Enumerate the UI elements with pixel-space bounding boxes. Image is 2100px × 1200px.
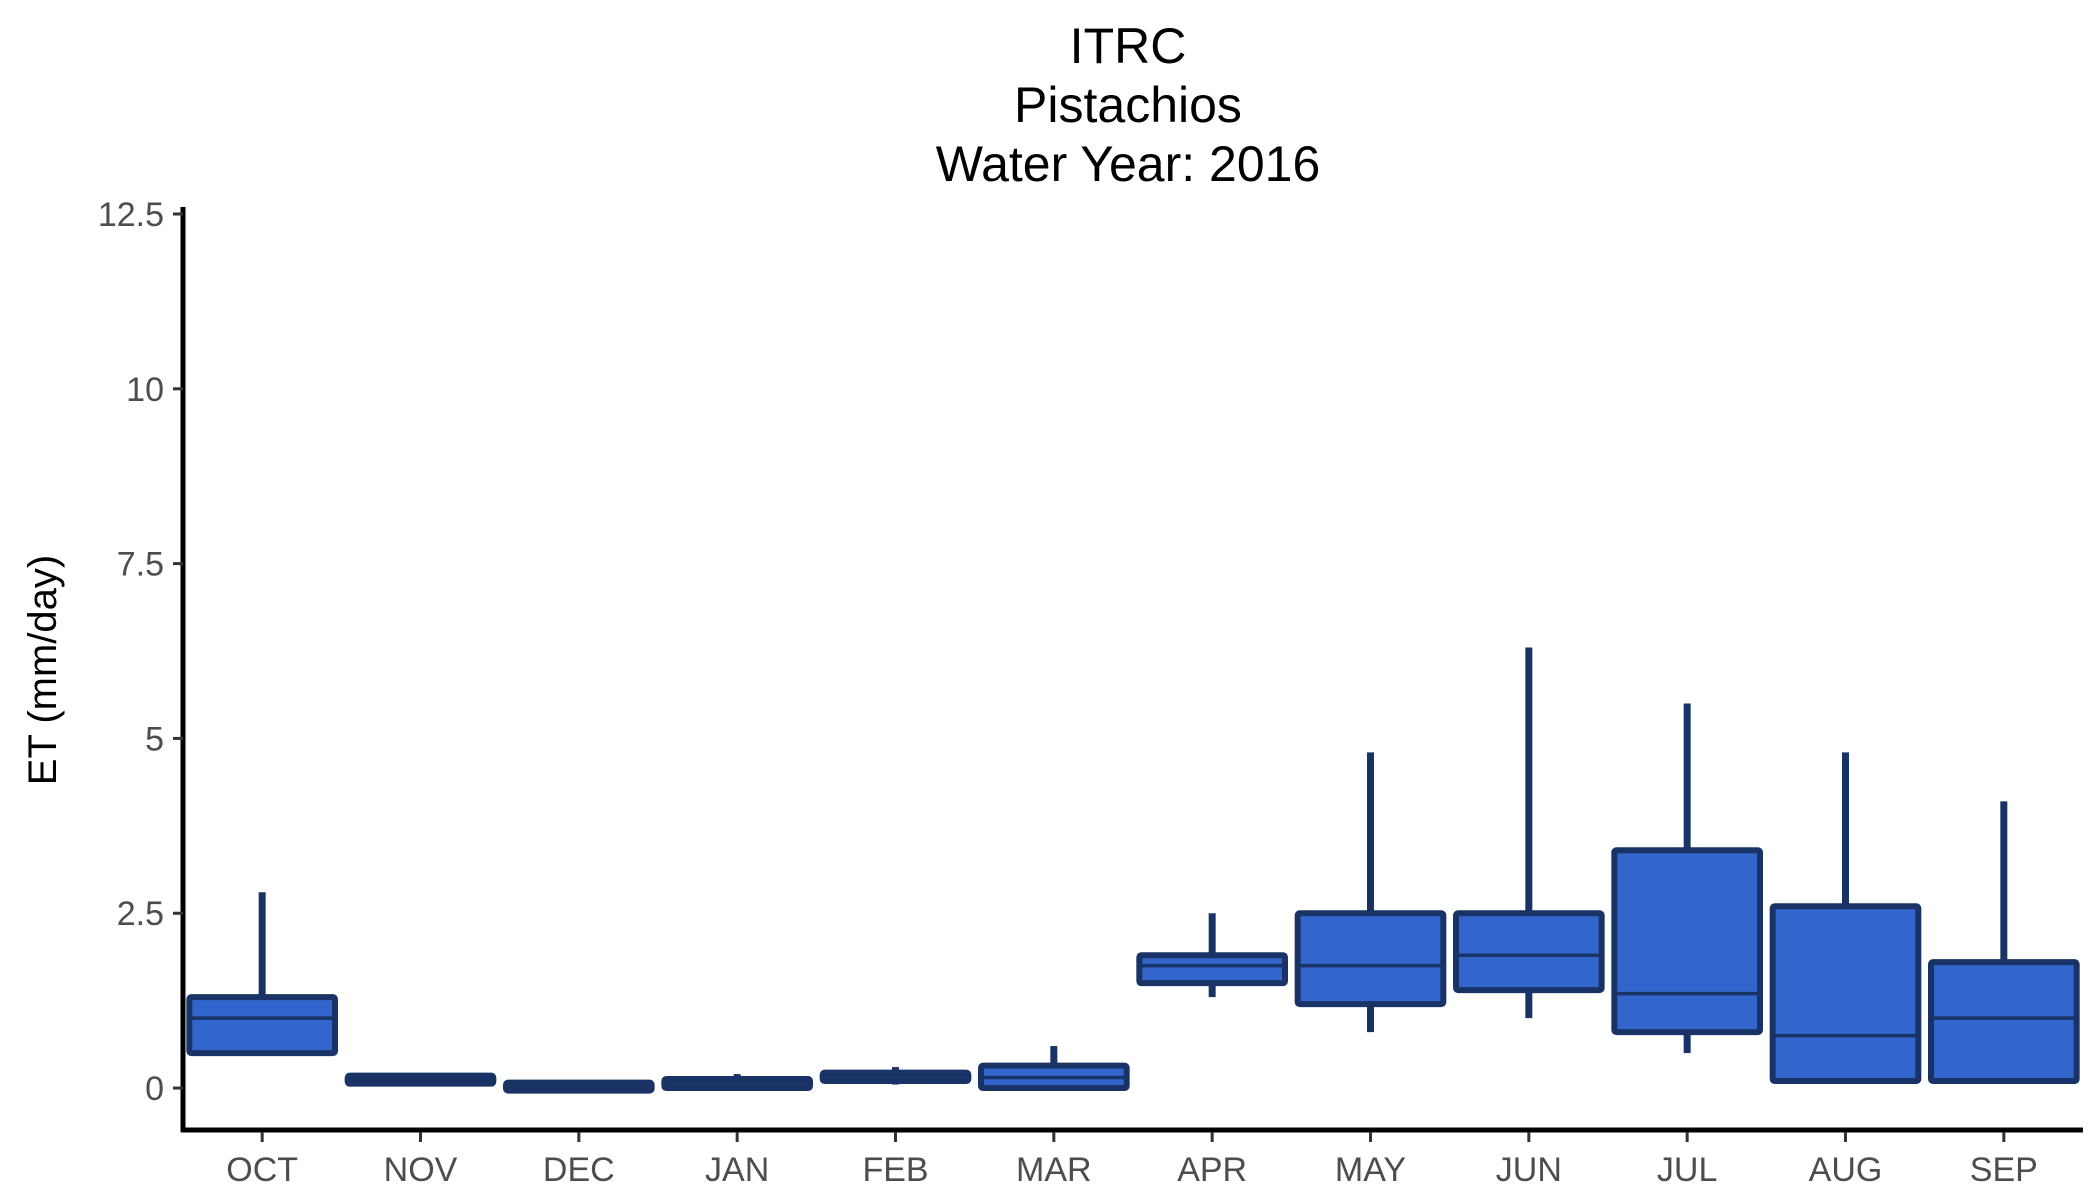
box-iqr [1928, 959, 2080, 1085]
box-dec [503, 1079, 655, 1094]
box-may [1294, 752, 1447, 1033]
box-iqr [1453, 910, 1605, 994]
box-jun [1453, 647, 1605, 1019]
y-axis-title: ET (mm/day) [21, 555, 65, 785]
x-tick-label: APR [1177, 1151, 1247, 1189]
x-tick-label: JUL [1657, 1151, 1717, 1189]
box-iqr [1611, 847, 1764, 1036]
box-apr [1136, 913, 1289, 998]
plot-area [186, 647, 2080, 1094]
box-sep [1928, 801, 2080, 1085]
x-tick-label: FEB [862, 1151, 928, 1189]
chart-title: ITRC Pistachios Water Year: 2016 [936, 18, 1321, 192]
box-iqr [1769, 903, 1922, 1085]
box-oct [186, 892, 338, 1057]
x-tick-label: AUG [1809, 1151, 1883, 1189]
y-axis-ticks: 0 2.5 5 7.5 10 12.5 [98, 196, 183, 1108]
box-feb [819, 1067, 972, 1085]
x-tick-label: MAY [1335, 1151, 1406, 1189]
title-line-3: Water Year: 2016 [936, 136, 1321, 192]
box-iqr [186, 994, 338, 1057]
y-tick-label: 5 [145, 720, 164, 758]
x-tick-label: OCT [226, 1151, 298, 1189]
box-iqr [1136, 952, 1289, 987]
y-tick-label: 0 [145, 1070, 164, 1108]
y-tick-label: 10 [126, 371, 164, 409]
x-axis-ticks: OCT NOV DEC JAN FEB MAR APR MAY JUN JUL AUG SEP [226, 1132, 2038, 1189]
box-aug [1769, 752, 1922, 1085]
x-tick-label: MAR [1016, 1151, 1092, 1189]
box-jul [1611, 703, 1764, 1054]
box-mar [978, 1046, 1130, 1092]
x-tick-label: JUN [1496, 1151, 1562, 1189]
title-line-2: Pistachios [1014, 77, 1242, 133]
box-nov [344, 1072, 497, 1087]
y-tick-label: 7.5 [117, 546, 164, 584]
x-tick-label: JAN [705, 1151, 769, 1189]
box-iqr [1294, 910, 1447, 1008]
y-tick-label: 2.5 [117, 895, 164, 933]
x-tick-label: DEC [543, 1151, 615, 1189]
y-tick-label: 12.5 [98, 196, 164, 234]
title-line-1: ITRC [1070, 18, 1187, 74]
axes [180, 207, 2083, 1133]
x-tick-label: NOV [384, 1151, 458, 1189]
x-tick-label: SEP [1970, 1151, 2038, 1189]
box-jan [661, 1074, 813, 1092]
